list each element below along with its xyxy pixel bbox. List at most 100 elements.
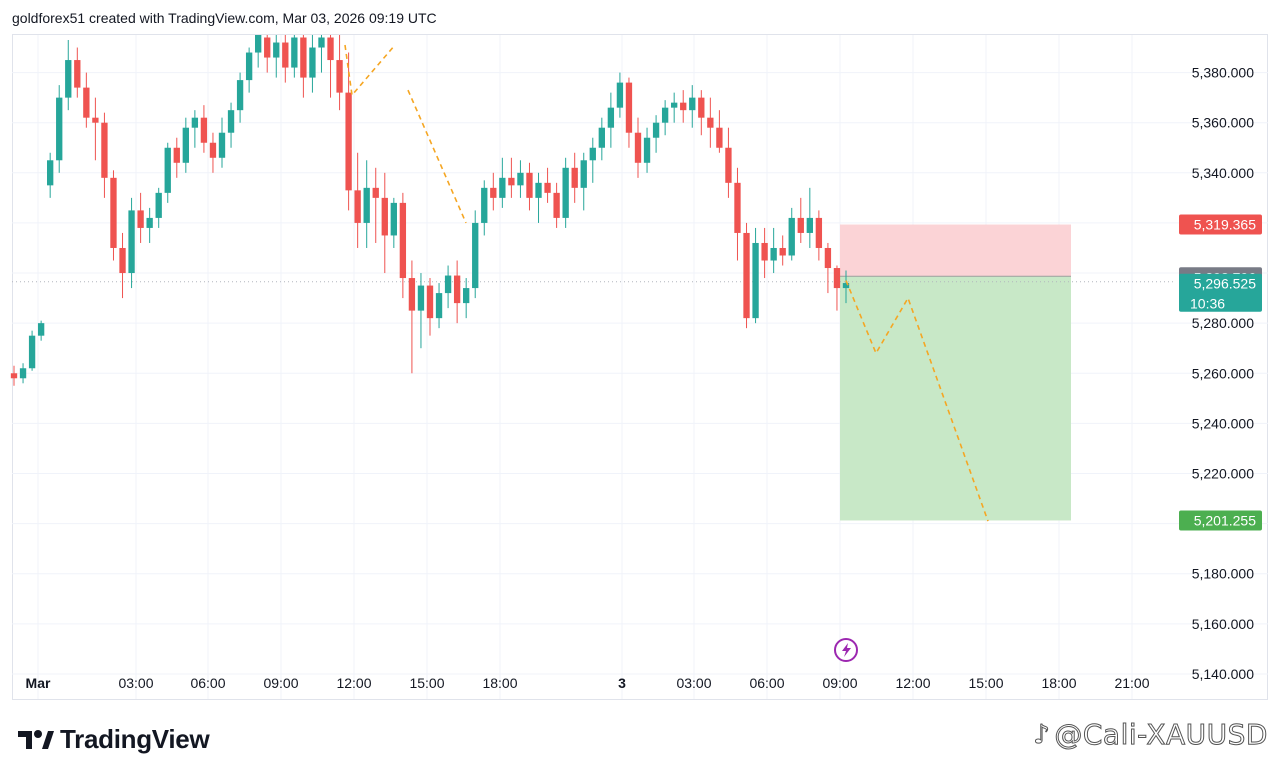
- candle-body: [92, 117, 99, 123]
- candle-body: [625, 82, 633, 133]
- stop-price-label: 5,319.365: [1179, 214, 1262, 235]
- projection-path: [344, 44, 989, 662]
- candle-body: [517, 172, 524, 186]
- candle-body: [128, 210, 135, 274]
- tiktok-icon: ♪: [1033, 719, 1051, 750]
- price-tick-label: 5,360.000: [1192, 115, 1254, 131]
- candle-body: [770, 247, 777, 261]
- lightning-icon: [834, 638, 858, 662]
- time-tick-label: 03:00: [676, 675, 711, 691]
- candle-body: [490, 187, 497, 198]
- candle-body: [155, 192, 162, 218]
- candle-body: [47, 160, 54, 186]
- time-tick-label: 12:00: [336, 675, 371, 691]
- price-axis: 5,140.0005,160.0005,180.0005,200.0005,22…: [1192, 65, 1254, 682]
- grid: [12, 35, 1268, 699]
- candle-body: [372, 187, 379, 198]
- candle-body: [300, 37, 307, 78]
- price-tick-label: 5,140.000: [1192, 666, 1254, 682]
- price-tick-label: 5,240.000: [1192, 415, 1254, 431]
- candle-body: [110, 177, 117, 248]
- candle-body: [255, 35, 262, 53]
- candle-body: [56, 97, 63, 161]
- candle-body: [426, 285, 434, 319]
- candle-body: [652, 122, 660, 138]
- target-price-label: 5,201.255: [1179, 510, 1262, 531]
- current-price-label-bg: [1179, 273, 1262, 312]
- candle-body: [607, 107, 615, 128]
- tradingview-logo-icon: [18, 729, 54, 749]
- time-tick-label: 3: [618, 675, 626, 691]
- candle-body: [526, 172, 533, 198]
- candle-body: [65, 60, 72, 98]
- stop-price-label-text: 5,319.365: [1194, 217, 1256, 233]
- watermark: ♪ @Cali-XAUUSD: [1033, 718, 1268, 752]
- candle-body: [661, 107, 669, 123]
- candle-body: [146, 217, 153, 228]
- price-tick-label: 5,160.000: [1192, 616, 1254, 632]
- candle-body: [463, 288, 470, 304]
- price-tick-label: 5,280.000: [1192, 315, 1254, 331]
- candle-body: [119, 247, 126, 274]
- candle-body: [354, 190, 361, 223]
- time-tick-label: 09:00: [263, 675, 298, 691]
- event-marker-bolt: [842, 643, 851, 657]
- candle-body: [824, 247, 832, 269]
- time-tick-label: 09:00: [822, 675, 857, 691]
- candle-body: [562, 167, 569, 218]
- candle-body: [806, 217, 813, 233]
- candle-body: [173, 147, 180, 163]
- stop-price-label-bg: [1179, 214, 1262, 235]
- candle-body: [218, 132, 226, 158]
- candle-body: [453, 275, 461, 304]
- time-tick-label: 18:00: [482, 675, 517, 691]
- candle-body: [191, 117, 199, 128]
- candle-body: [209, 142, 217, 158]
- take-profit-zone: [840, 276, 1071, 521]
- candle-body: [390, 202, 397, 236]
- candle-body: [842, 283, 850, 289]
- tradingview-logo[interactable]: TradingView: [16, 724, 210, 755]
- candle-body: [318, 37, 325, 48]
- candle-body: [680, 102, 687, 111]
- candle-body: [707, 117, 714, 128]
- candle-body: [273, 42, 280, 58]
- time-tick-label: 03:00: [118, 675, 153, 691]
- target-price-label-bg: [1179, 510, 1262, 531]
- candle-body: [571, 167, 578, 188]
- current-price-label: 5,296.525 10:36: [1179, 273, 1262, 312]
- candle-body: [164, 147, 171, 193]
- earlier-projection-line: [407, 89, 467, 224]
- position-zones: [12, 224, 1175, 521]
- countdown-text: 10:36: [1190, 296, 1225, 312]
- brand-name: TradingView: [60, 724, 210, 754]
- candle-body: [797, 217, 804, 233]
- time-tick-label: Mar: [26, 675, 51, 691]
- candle-body: [544, 182, 551, 193]
- candle-body: [417, 285, 425, 311]
- candle-body: [282, 42, 289, 68]
- candle-body: [671, 102, 678, 108]
- candle-body: [815, 217, 823, 248]
- time-tick-label: 12:00: [895, 675, 930, 691]
- time-tick-label: 06:00: [749, 675, 784, 691]
- price-tick-label: 5,380.000: [1192, 65, 1254, 81]
- time-tick-label: 15:00: [409, 675, 444, 691]
- price-labels: 5,319.3655,298.7065,296.52510:365,201.25…: [1179, 214, 1262, 531]
- candle-body: [634, 132, 642, 163]
- candle-body: [309, 47, 316, 78]
- candle-body: [336, 60, 343, 93]
- candle-body: [327, 37, 334, 61]
- candle-body: [481, 187, 488, 223]
- price-tick-label: 5,220.000: [1192, 465, 1254, 481]
- candle-body: [725, 147, 732, 183]
- candle-body: [381, 197, 388, 236]
- candle-body: [345, 92, 352, 191]
- candle-body: [137, 210, 144, 228]
- projection-line: [845, 280, 989, 522]
- candle-body: [101, 122, 108, 178]
- current-price-label-text: 5,296.525: [1194, 276, 1256, 292]
- candle-body: [37, 323, 45, 336]
- candle-body: [74, 60, 81, 88]
